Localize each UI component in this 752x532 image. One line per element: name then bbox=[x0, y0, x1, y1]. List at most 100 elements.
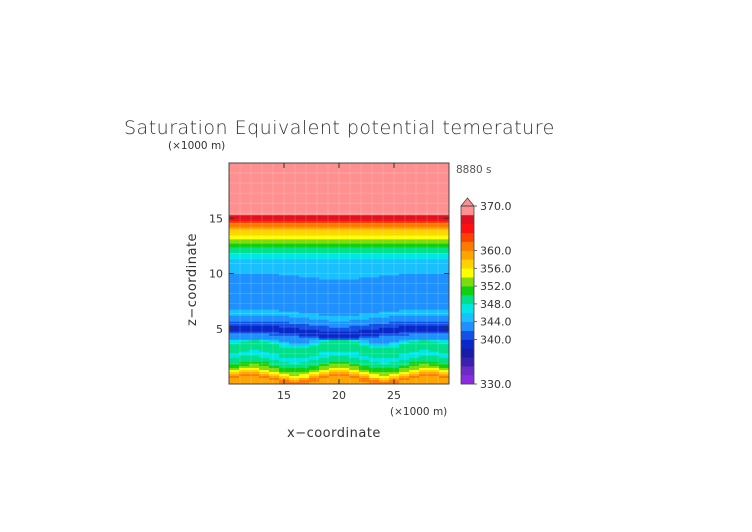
contour-cell bbox=[349, 175, 360, 178]
contour-cell bbox=[289, 335, 300, 339]
contour-cell bbox=[289, 197, 300, 200]
contour-cell bbox=[319, 355, 330, 359]
contour-cell bbox=[339, 213, 350, 216]
contour-cell bbox=[279, 335, 290, 339]
contour-cell bbox=[299, 237, 310, 240]
contour-cell bbox=[329, 163, 340, 166]
contour-cell bbox=[409, 357, 420, 361]
contour-cell bbox=[239, 319, 250, 323]
contour-cell bbox=[379, 167, 390, 170]
contour-cell bbox=[299, 183, 310, 186]
contour-cell bbox=[429, 189, 440, 192]
contour-cell bbox=[289, 259, 300, 263]
contour-cell bbox=[379, 249, 390, 252]
contour-cell bbox=[299, 261, 310, 265]
contour-cell bbox=[419, 297, 430, 301]
contour-cell bbox=[319, 375, 330, 379]
contour-cell bbox=[259, 349, 270, 353]
contour-cell bbox=[239, 223, 250, 226]
contour-cell bbox=[249, 371, 260, 375]
contour-cell bbox=[429, 321, 440, 325]
contour-cell bbox=[259, 223, 270, 226]
contour-cell bbox=[389, 243, 400, 246]
contour-cell bbox=[379, 331, 390, 335]
contour-cell bbox=[299, 271, 310, 275]
contour-cell bbox=[339, 215, 350, 218]
contour-cell bbox=[369, 219, 380, 222]
contour-cell bbox=[409, 211, 420, 214]
contour-cell bbox=[309, 193, 320, 196]
contour-cell bbox=[239, 231, 250, 234]
contour-cell bbox=[389, 343, 400, 347]
contour-cell bbox=[409, 353, 420, 357]
contour-cell bbox=[259, 277, 270, 281]
contour-cell bbox=[279, 245, 290, 248]
contour-cell bbox=[419, 353, 430, 357]
contour-cell bbox=[249, 231, 260, 234]
contour-cell bbox=[369, 189, 380, 192]
contour-cell bbox=[379, 305, 390, 309]
contour-cell bbox=[429, 187, 440, 190]
contour-cell bbox=[279, 229, 290, 232]
contour-cell bbox=[429, 291, 440, 295]
contour-cell bbox=[249, 367, 260, 371]
contour-cell bbox=[349, 327, 360, 331]
contour-cell bbox=[349, 315, 360, 319]
contour-cell bbox=[419, 311, 430, 315]
contour-cell bbox=[369, 213, 380, 216]
colorbar-segment bbox=[461, 348, 474, 358]
contour-cell bbox=[349, 301, 360, 305]
contour-cell bbox=[439, 319, 449, 323]
contour-cell bbox=[259, 247, 270, 250]
contour-cell bbox=[309, 285, 320, 289]
contour-cell bbox=[289, 267, 300, 271]
contour-cell bbox=[279, 267, 290, 271]
contour-cell bbox=[289, 367, 300, 371]
contour-cell bbox=[239, 301, 250, 305]
contour-cell bbox=[409, 177, 420, 180]
contour-cell bbox=[279, 367, 290, 371]
contour-cell bbox=[309, 329, 320, 333]
contour-cell bbox=[379, 267, 390, 271]
colorbar-segment bbox=[461, 277, 474, 287]
contour-cell bbox=[379, 301, 390, 305]
contour-cell bbox=[309, 347, 320, 351]
contour-cell bbox=[399, 293, 410, 297]
contour-cell bbox=[389, 245, 400, 248]
contour-cell bbox=[439, 251, 449, 255]
contour-cell bbox=[289, 291, 300, 295]
contour-cell bbox=[369, 191, 380, 194]
contour-cell bbox=[239, 177, 250, 180]
contour-cell bbox=[249, 281, 260, 285]
contour-cell bbox=[379, 187, 390, 190]
contour-cell bbox=[319, 257, 330, 261]
contour-cell bbox=[339, 269, 350, 273]
contour-cell bbox=[339, 343, 350, 347]
contour-cell bbox=[249, 329, 260, 333]
contour-cell bbox=[419, 349, 430, 353]
contour-cell bbox=[349, 275, 360, 279]
contour-cell bbox=[429, 275, 440, 279]
y-tick-label: 5 bbox=[216, 323, 223, 336]
contour-cell bbox=[329, 185, 340, 188]
contour-cell bbox=[389, 241, 400, 244]
contour-cell bbox=[429, 173, 440, 176]
contour-cell bbox=[299, 379, 310, 383]
contour-cell bbox=[269, 207, 280, 210]
contour-cell bbox=[369, 285, 380, 289]
contour-cell bbox=[259, 213, 270, 216]
contour-cell bbox=[239, 307, 250, 311]
contour-cell bbox=[369, 237, 380, 240]
colorbar-segment bbox=[461, 214, 474, 225]
contour-cell bbox=[389, 219, 400, 222]
contour-cell bbox=[339, 247, 350, 250]
contour-cell bbox=[389, 321, 400, 325]
contour-cell bbox=[439, 347, 449, 351]
contour-cell bbox=[429, 223, 440, 226]
contour-cell bbox=[409, 267, 420, 271]
contour-cell bbox=[399, 179, 410, 182]
contour-cell bbox=[389, 183, 400, 186]
contour-cell bbox=[309, 229, 320, 232]
contour-cell bbox=[229, 341, 240, 345]
contour-cell bbox=[289, 303, 300, 307]
